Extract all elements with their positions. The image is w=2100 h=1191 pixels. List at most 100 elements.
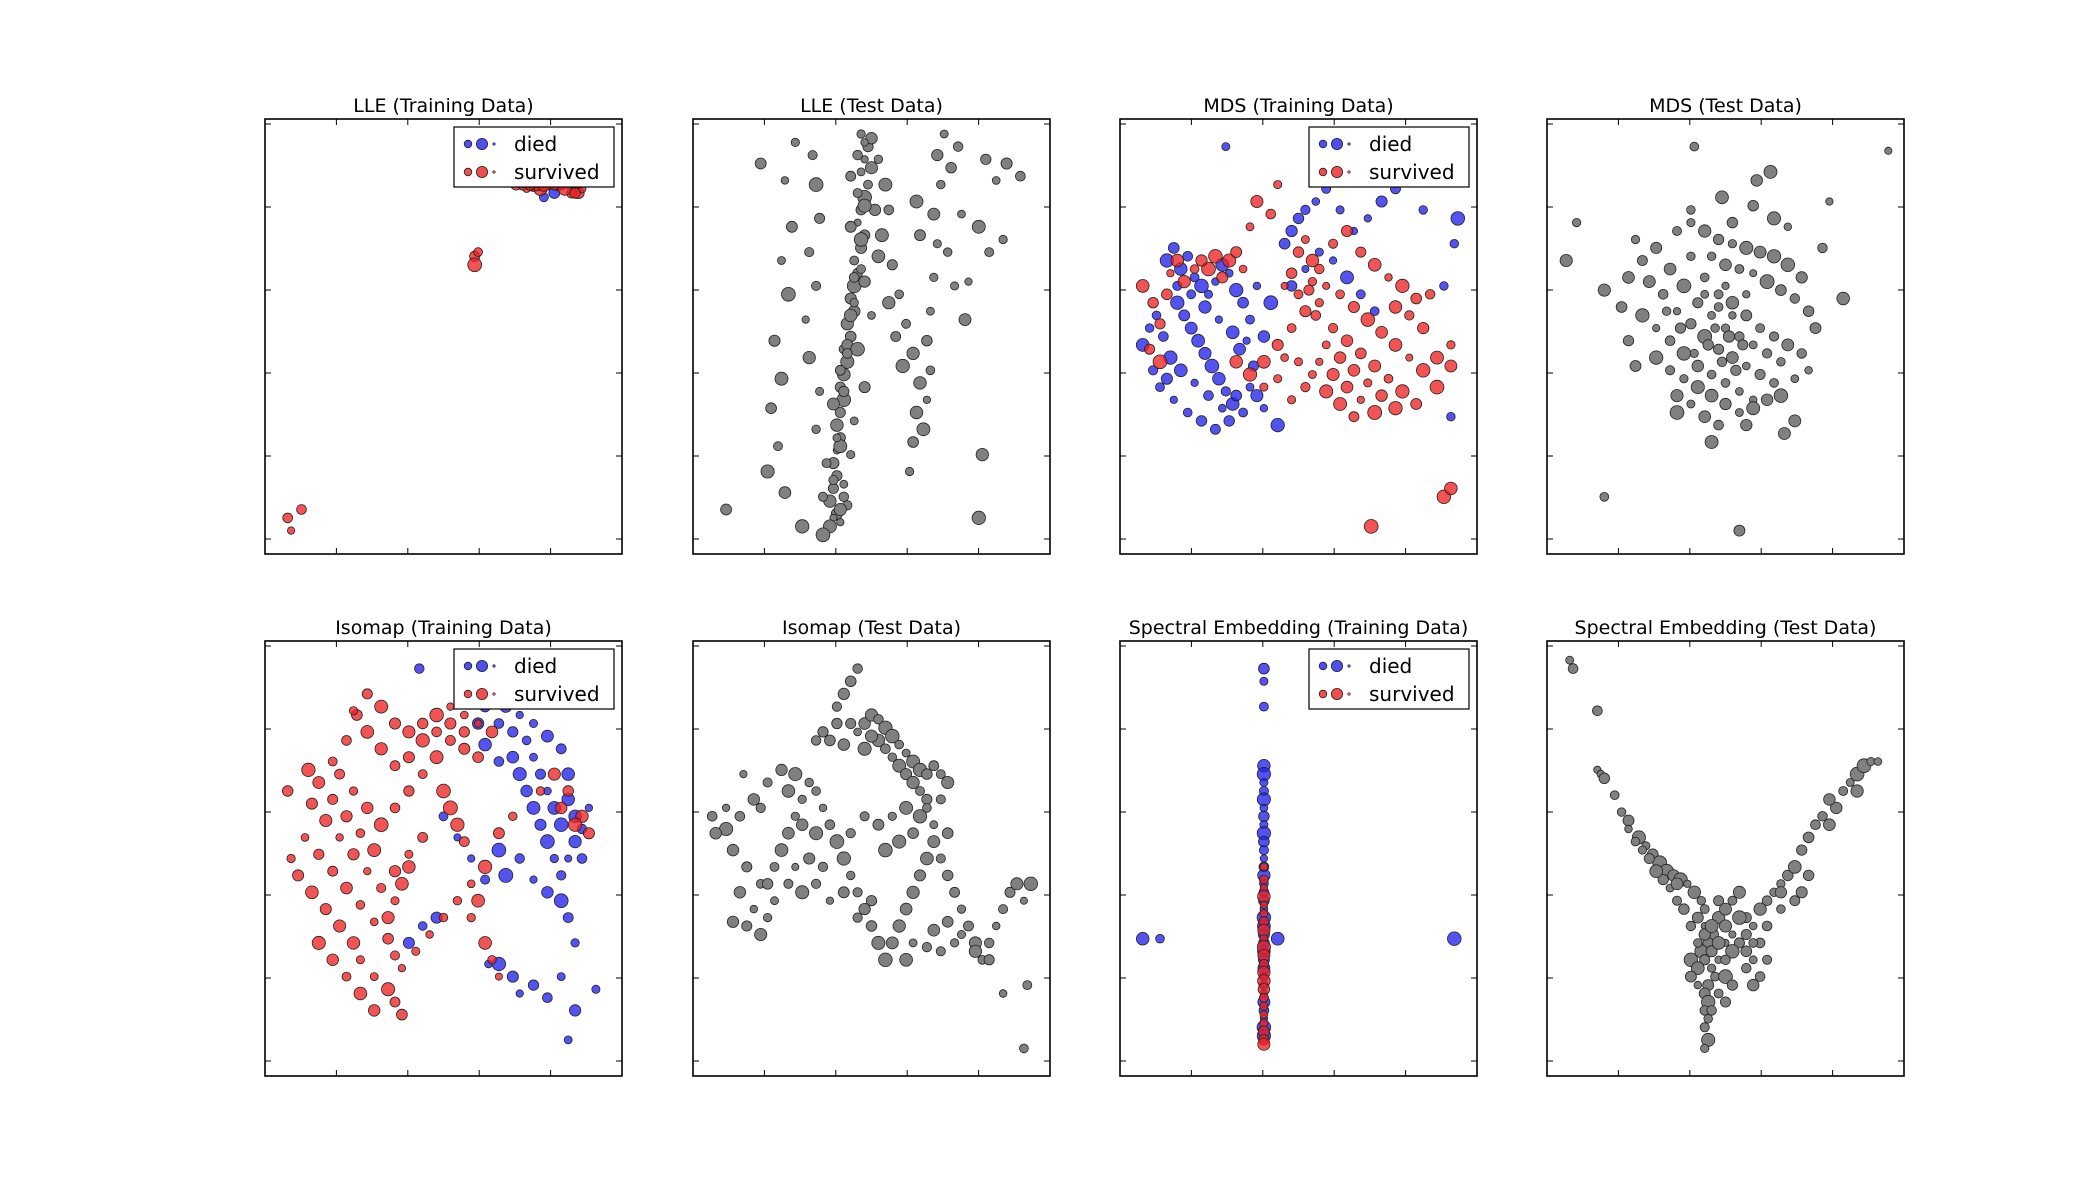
point-died <box>570 938 580 948</box>
point-survived <box>458 726 470 738</box>
point-survived <box>374 742 388 756</box>
point <box>858 381 871 394</box>
point <box>1845 778 1855 787</box>
point <box>818 491 829 502</box>
point <box>709 827 722 840</box>
point <box>1691 359 1705 373</box>
point <box>1850 784 1864 798</box>
legend-marker <box>475 137 488 150</box>
legend-marker <box>463 689 473 699</box>
point-died <box>556 870 567 881</box>
point <box>836 851 851 866</box>
point-survived <box>1287 395 1297 405</box>
point <box>1696 896 1707 906</box>
point <box>858 275 871 288</box>
point <box>844 308 858 323</box>
point-survived <box>363 867 372 876</box>
point <box>1629 360 1642 372</box>
point-survived <box>355 955 365 965</box>
point <box>1019 896 1028 905</box>
point <box>1747 199 1759 212</box>
point <box>1763 164 1778 179</box>
point-survived <box>389 802 401 814</box>
point <box>1789 895 1801 907</box>
point-died <box>1242 336 1251 345</box>
point <box>1686 251 1696 261</box>
point <box>1733 937 1745 949</box>
point <box>927 835 941 848</box>
point-survived <box>369 972 379 981</box>
point-died <box>1439 281 1449 291</box>
point <box>1676 346 1692 361</box>
point <box>831 717 843 730</box>
point-survived <box>425 930 434 939</box>
point <box>921 335 933 347</box>
point <box>773 441 783 452</box>
point <box>1637 255 1648 266</box>
point-survived <box>1259 382 1269 392</box>
point <box>765 402 777 415</box>
point-survived <box>442 800 458 816</box>
point <box>899 952 913 967</box>
point <box>834 406 846 418</box>
point-survived <box>472 751 484 763</box>
point <box>817 861 829 873</box>
point-survived <box>1259 1001 1269 1011</box>
point-died <box>1335 205 1345 215</box>
point <box>1719 258 1732 272</box>
plot-frame <box>692 640 1051 1077</box>
point <box>856 264 866 274</box>
point-died <box>529 752 538 762</box>
point <box>836 518 845 527</box>
point <box>1698 410 1711 424</box>
point <box>1670 877 1684 891</box>
point <box>957 209 966 219</box>
point <box>741 861 753 873</box>
point-died <box>1258 662 1270 675</box>
point-survived <box>333 919 347 933</box>
point-died <box>1314 247 1324 257</box>
point-survived <box>1166 269 1175 278</box>
point <box>811 280 822 291</box>
point-survived <box>340 881 353 895</box>
point <box>885 728 900 744</box>
point <box>867 311 876 320</box>
point-survived <box>1259 900 1269 910</box>
point <box>839 479 849 489</box>
point <box>992 921 1001 931</box>
point <box>1796 348 1807 359</box>
point-died <box>540 834 555 849</box>
point <box>907 436 919 448</box>
point <box>838 385 850 397</box>
point-survived <box>389 996 401 1008</box>
point-survived <box>1340 380 1354 394</box>
point <box>833 502 847 516</box>
point <box>1742 361 1751 371</box>
point-died <box>498 868 514 883</box>
point-died <box>1204 289 1214 299</box>
point <box>807 150 818 161</box>
point <box>941 827 954 839</box>
point-survived <box>327 756 338 767</box>
point-died <box>1155 382 1165 393</box>
point-survived <box>1259 992 1269 1003</box>
point <box>1740 945 1753 958</box>
legend-marker <box>463 661 473 671</box>
point <box>913 376 927 390</box>
point <box>1715 190 1729 205</box>
point-survived <box>1404 310 1415 321</box>
point-survived <box>388 717 401 730</box>
point <box>829 834 845 849</box>
point <box>804 777 814 788</box>
point <box>1635 308 1650 323</box>
point <box>1754 368 1766 380</box>
point-died <box>542 992 553 1003</box>
point-survived <box>1367 257 1382 272</box>
point <box>941 776 955 790</box>
point-survived <box>1144 343 1156 355</box>
point <box>770 896 779 906</box>
point <box>1749 269 1758 278</box>
point <box>828 474 839 485</box>
point-survived <box>1195 254 1208 267</box>
scatter-points <box>282 663 601 1045</box>
